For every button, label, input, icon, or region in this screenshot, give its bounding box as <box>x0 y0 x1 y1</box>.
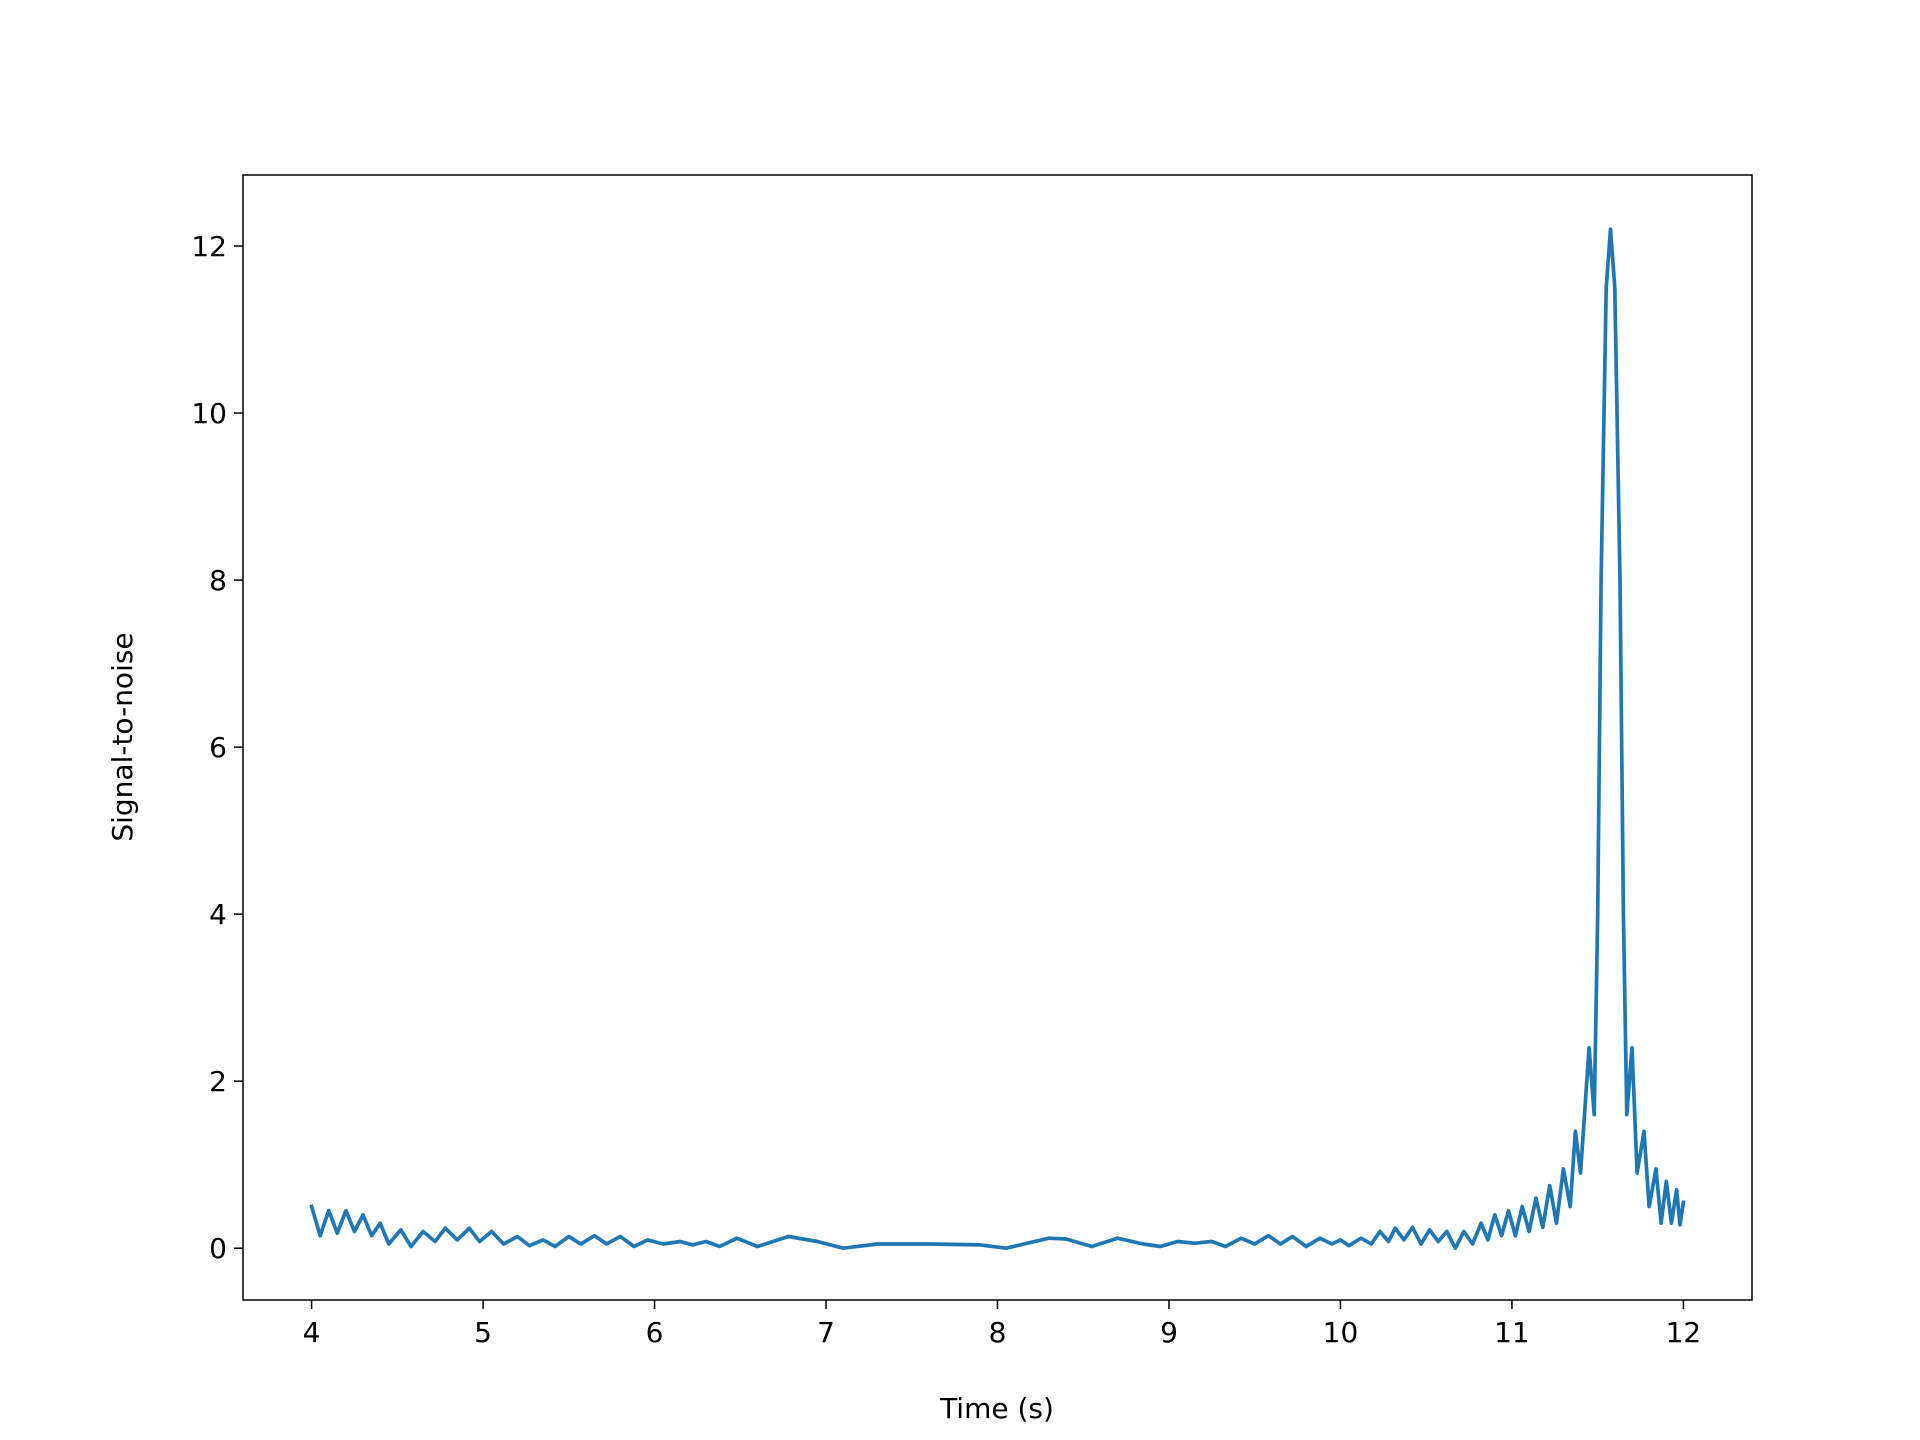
x-tick-label: 4 <box>303 1316 321 1349</box>
x-tick-label: 7 <box>817 1316 835 1349</box>
y-tick-label: 12 <box>191 230 227 263</box>
x-tick-label: 10 <box>1323 1316 1359 1349</box>
y-tick-label: 2 <box>209 1065 227 1098</box>
plot-frame <box>242 174 1753 1301</box>
y-axis-label: Signal-to-noise <box>106 632 139 841</box>
y-tick-label: 10 <box>191 397 227 430</box>
y-tick-label: 4 <box>209 898 227 931</box>
x-tick-label: 8 <box>989 1316 1007 1349</box>
x-axis-label: Time (s) <box>939 1392 1054 1425</box>
x-tick-label: 5 <box>474 1316 492 1349</box>
y-tick-label: 8 <box>209 564 227 597</box>
x-tick-label: 12 <box>1666 1316 1702 1349</box>
x-tick-label: 9 <box>1160 1316 1178 1349</box>
line-series <box>309 227 1686 1251</box>
x-tick-label: 11 <box>1494 1316 1530 1349</box>
x-tick-label: 6 <box>646 1316 664 1349</box>
y-tick-label: 0 <box>209 1232 227 1265</box>
y-tick-label: 6 <box>209 731 227 764</box>
